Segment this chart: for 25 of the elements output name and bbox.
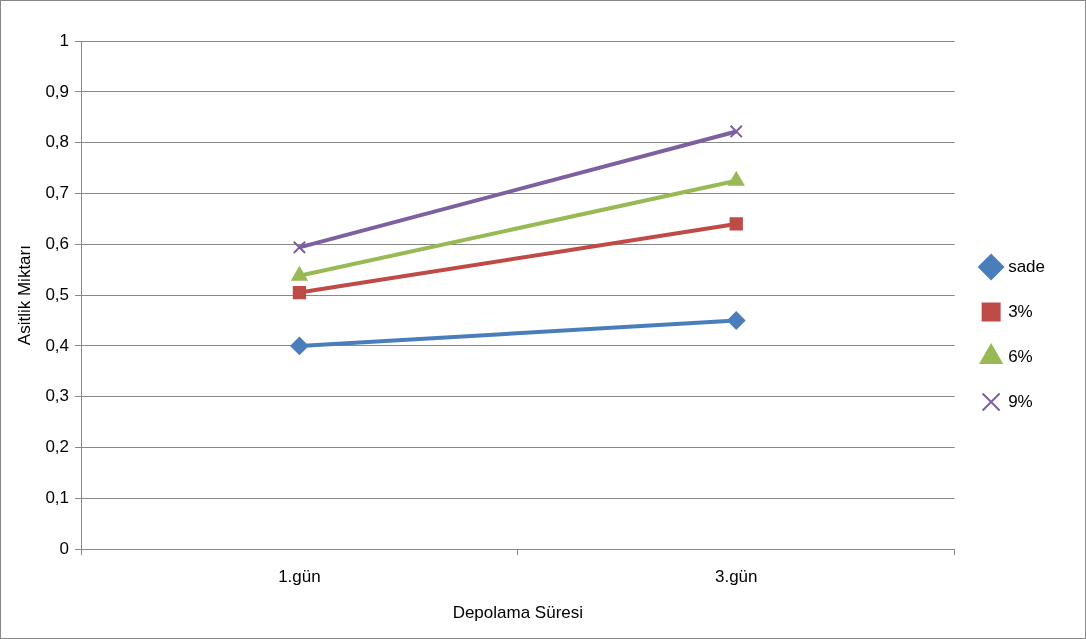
x-axis-title: Depolama Süresi	[452, 603, 584, 623]
y-tick-label: 0,1	[45, 488, 70, 508]
legend-label: 6%	[1008, 346, 1033, 366]
legend-label: 3%	[1008, 301, 1033, 321]
point	[729, 217, 743, 231]
point	[292, 240, 307, 254]
y-tick-label: 0,9	[45, 81, 70, 101]
legend-label: sade	[1008, 256, 1046, 276]
x-tick-label: 3.gün	[714, 567, 758, 587]
point	[727, 311, 746, 330]
y-axis-title: Asitlik Miktarı	[14, 245, 34, 346]
point	[292, 285, 307, 300]
point	[290, 336, 309, 355]
y-tick-label: 0	[59, 538, 70, 558]
y-tick-label: 0,4	[45, 335, 70, 355]
y-tick-label: 1	[59, 30, 70, 50]
y-tick-label: 0,8	[45, 132, 70, 152]
point	[729, 124, 743, 139]
y-tick-label: 0,6	[45, 233, 70, 253]
y-tick-label: 0,5	[45, 284, 70, 304]
y-tick-label: 0,2	[45, 437, 70, 457]
legend-label: 9%	[1008, 391, 1033, 411]
x-tick-label: 1.gün	[278, 567, 321, 587]
y-tick-label: 0,7	[45, 183, 70, 203]
y-tick-label: 0,3	[45, 386, 70, 406]
